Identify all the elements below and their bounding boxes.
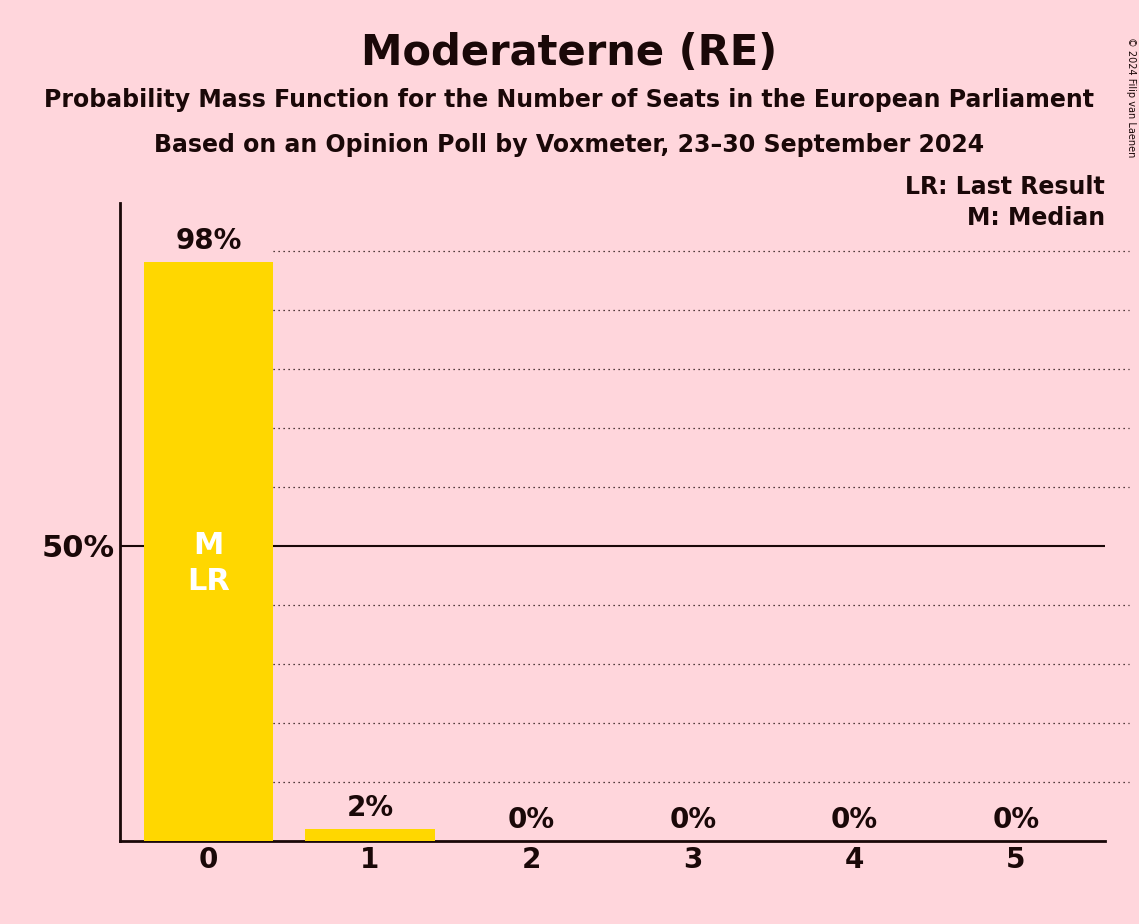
Text: © 2024 Filip van Laenen: © 2024 Filip van Laenen xyxy=(1126,37,1136,157)
Text: 0%: 0% xyxy=(831,806,878,833)
Text: M
LR: M LR xyxy=(187,531,230,596)
Text: LR: Last Result: LR: Last Result xyxy=(906,175,1105,199)
Text: Probability Mass Function for the Number of Seats in the European Parliament: Probability Mass Function for the Number… xyxy=(44,88,1095,112)
Bar xyxy=(305,829,435,841)
Text: 98%: 98% xyxy=(175,227,241,255)
Text: 0%: 0% xyxy=(508,806,555,833)
Text: 0%: 0% xyxy=(992,806,1040,833)
Bar xyxy=(144,262,273,841)
Text: 2%: 2% xyxy=(346,794,393,822)
Text: Moderaterne (RE): Moderaterne (RE) xyxy=(361,32,778,74)
Text: M: Median: M: Median xyxy=(967,206,1105,230)
Text: 0%: 0% xyxy=(670,806,716,833)
Text: Based on an Opinion Poll by Voxmeter, 23–30 September 2024: Based on an Opinion Poll by Voxmeter, 23… xyxy=(155,133,984,157)
